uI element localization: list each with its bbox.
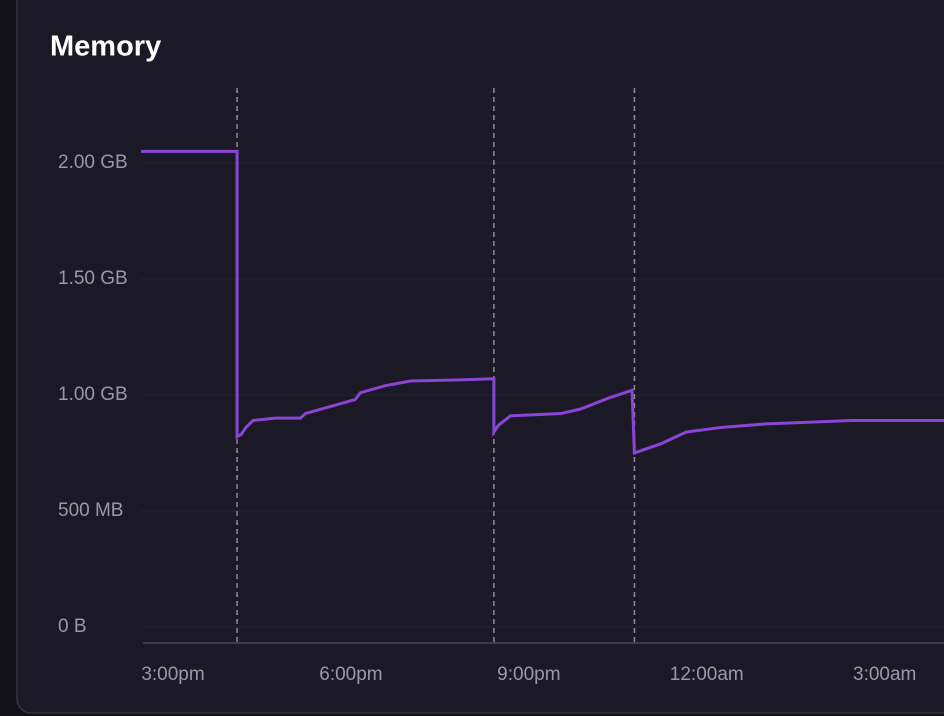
panel [16,0,944,714]
x-tick-label: 3:00am [853,664,916,685]
y-tick-label: 500 MB [58,500,123,521]
y-tick-label: 0 B [58,616,87,637]
x-tick-label: 9:00pm [497,664,560,685]
y-tick-label: 1.50 GB [58,268,128,289]
chart-title: Memory [50,31,161,63]
x-tick-label: 3:00pm [141,664,204,685]
y-tick-label: 2.00 GB [58,152,128,173]
x-tick-label: 6:00pm [319,664,382,685]
x-tick-label: 12:00am [670,664,744,685]
memory-line [141,149,944,456]
y-tick-label: 1.00 GB [58,384,128,405]
